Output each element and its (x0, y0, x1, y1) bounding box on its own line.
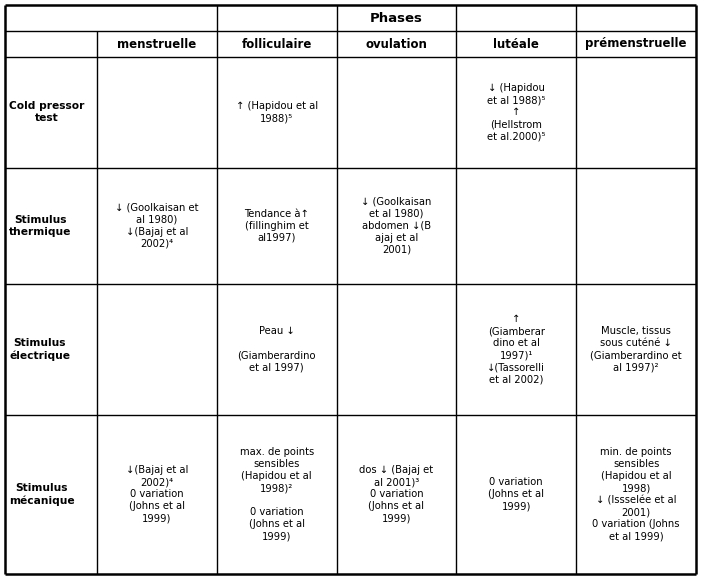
Text: ovulation: ovulation (365, 38, 428, 50)
Text: dos ↓ (Bajaj et
al 2001)³
0 variation
(Johns et al
1999): dos ↓ (Bajaj et al 2001)³ 0 variation (J… (360, 466, 433, 523)
Text: Cold pressor
test: Cold pressor test (9, 101, 84, 123)
Text: Stimulus
électrique: Stimulus électrique (9, 338, 70, 361)
Text: ↓ (Goolkaisan
et al 1980)
abdomen ↓(B
ajaj et al
2001): ↓ (Goolkaisan et al 1980) abdomen ↓(B aj… (361, 197, 432, 255)
Text: Tendance à↑
(fillinghim et
al1997): Tendance à↑ (fillinghim et al1997) (244, 209, 309, 243)
Text: menstruelle: menstruelle (117, 38, 196, 50)
Text: Muscle, tissus
sous cuténé ↓
(Giamberardino et
al 1997)²: Muscle, tissus sous cuténé ↓ (Giamberard… (590, 326, 682, 372)
Text: ↓ (Goolkaisan et
al 1980)
↓(Bajaj et al
2002)⁴: ↓ (Goolkaisan et al 1980) ↓(Bajaj et al … (115, 203, 198, 249)
Text: Stimulus
mécanique: Stimulus mécanique (9, 483, 74, 505)
Text: ↓(Bajaj et al
2002)⁴
0 variation
(Johns et al
1999): ↓(Bajaj et al 2002)⁴ 0 variation (Johns … (125, 466, 188, 523)
Text: Peau ↓

(Giamberardino
et al 1997): Peau ↓ (Giamberardino et al 1997) (238, 326, 316, 372)
Text: Phases: Phases (370, 12, 423, 24)
Text: prémenstruelle: prémenstruelle (585, 38, 687, 50)
Text: folliculaire: folliculaire (242, 38, 312, 50)
Text: max. de points
sensibles
(Hapidou et al
1998)²

0 variation
(Johns et al
1999): max. de points sensibles (Hapidou et al … (240, 448, 314, 541)
Text: Stimulus
thermique: Stimulus thermique (9, 215, 72, 237)
Text: ↓ (Hapidou
et al 1988)⁵
↑
(Hellstrom
et al.2000)⁵: ↓ (Hapidou et al 1988)⁵ ↑ (Hellstrom et … (487, 83, 545, 141)
Text: min. de points
sensibles
(Hapidou et al
1998)
↓ (Issselée et al
2001)
0 variatio: min. de points sensibles (Hapidou et al … (592, 448, 680, 541)
Text: 0 variation
(Johns et al
1999): 0 variation (Johns et al 1999) (489, 477, 544, 511)
Text: ↑ (Hapidou et al
1988)⁵: ↑ (Hapidou et al 1988)⁵ (236, 101, 318, 123)
Text: ↑
(Giamberar
dino et al
1997)¹
↓(Tassorelli
et al 2002): ↑ (Giamberar dino et al 1997)¹ ↓(Tassore… (487, 314, 545, 384)
Text: lutéale: lutéale (494, 38, 539, 50)
